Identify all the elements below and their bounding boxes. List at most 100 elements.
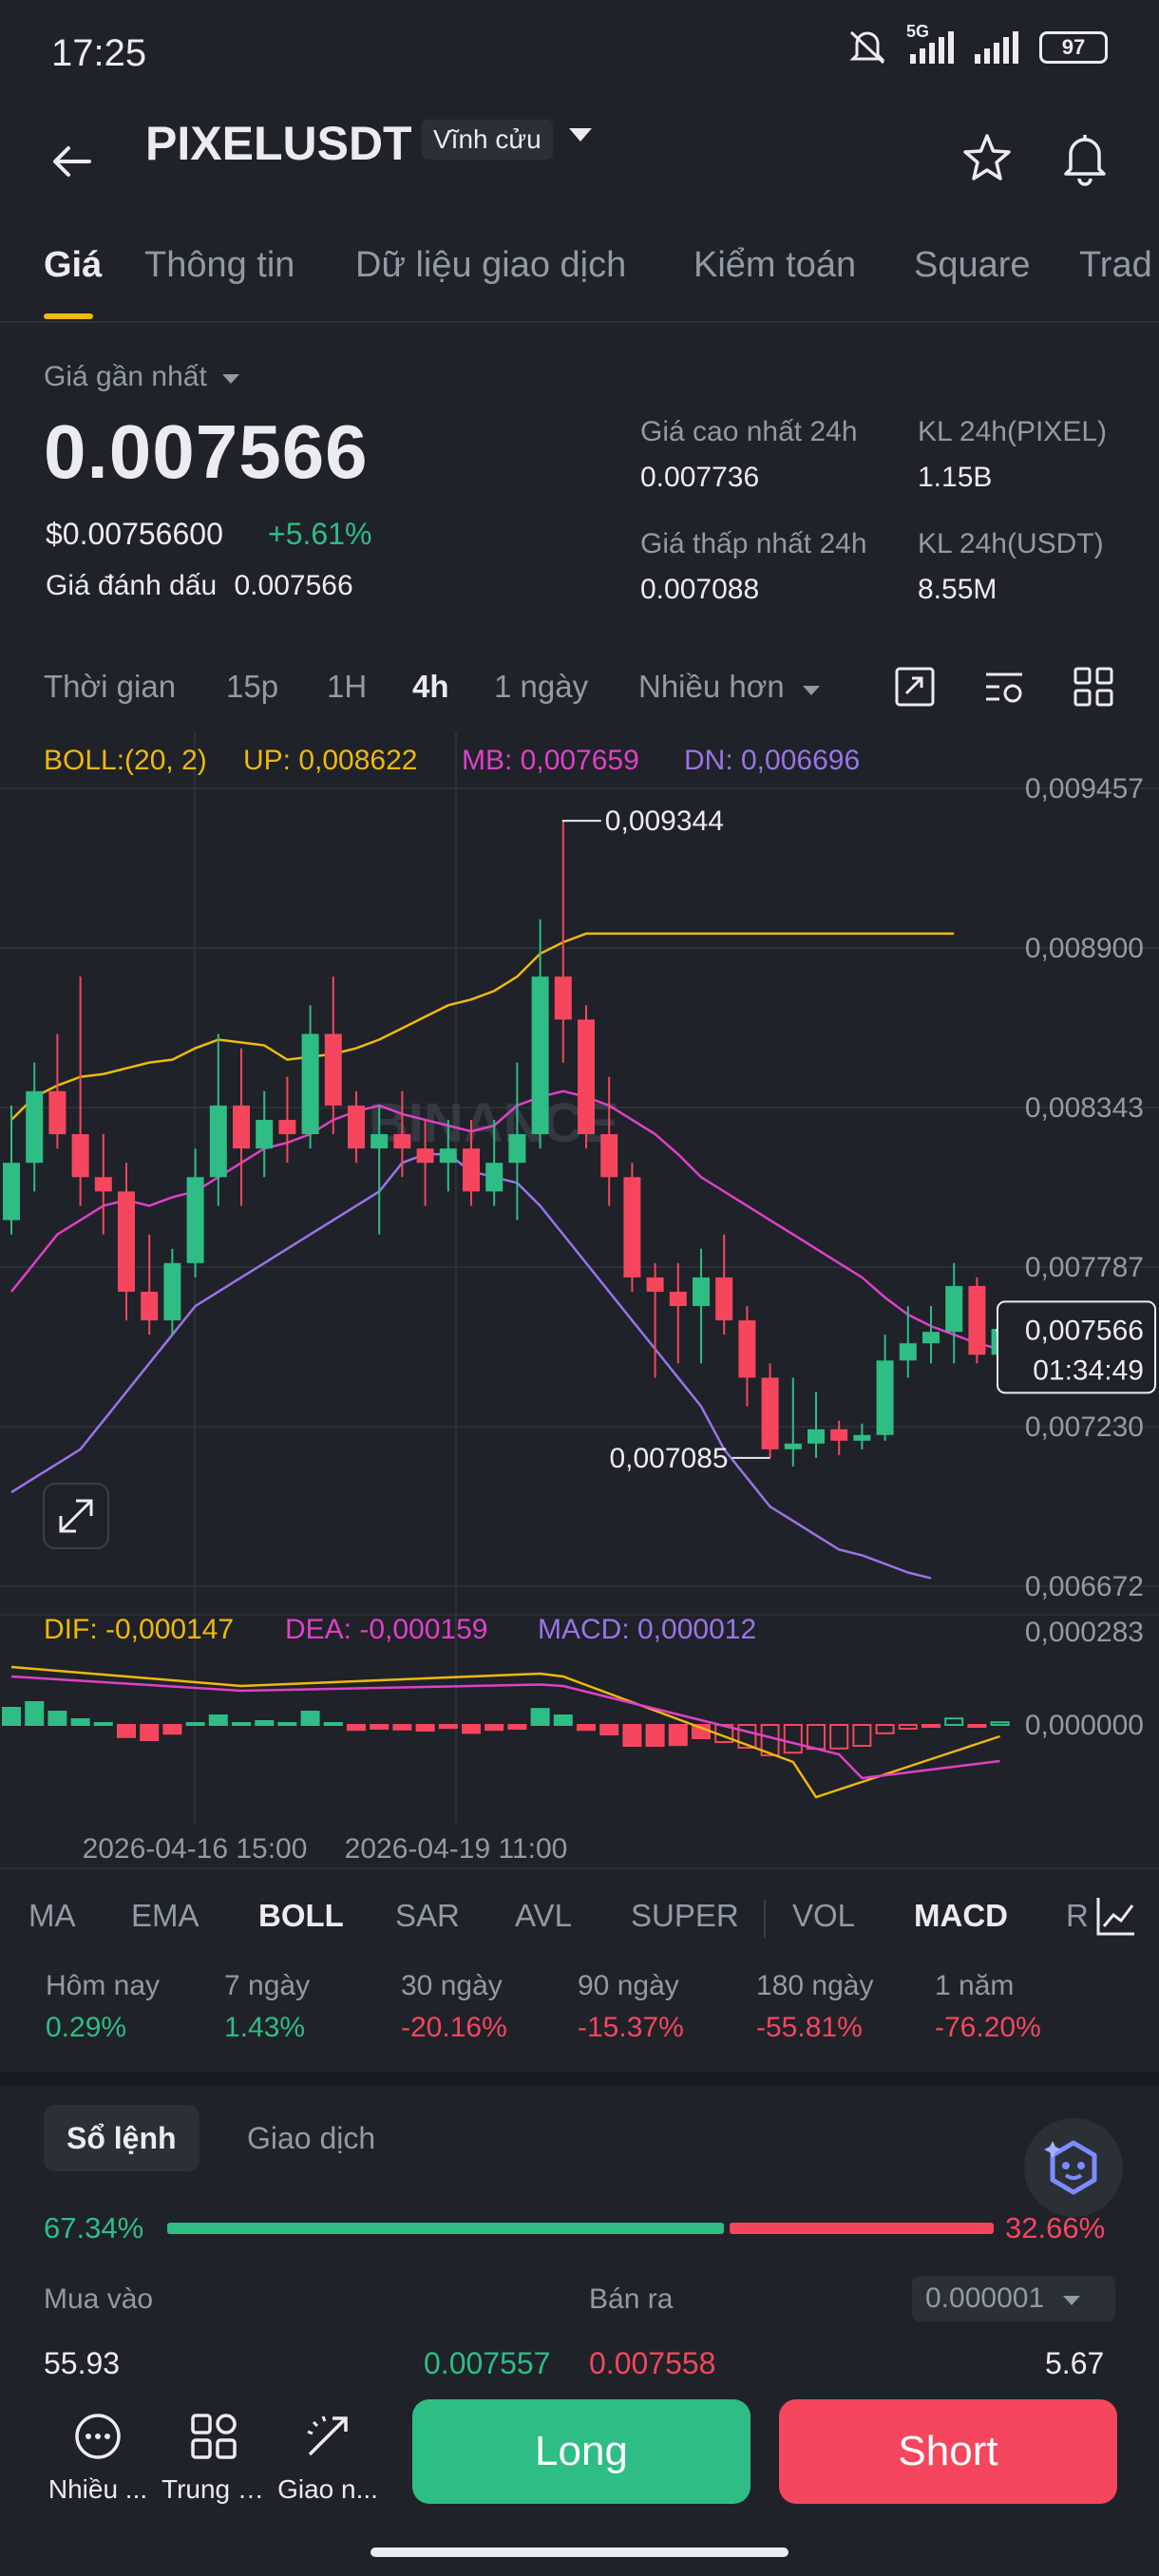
candle-body [348,1105,365,1149]
x-tick-label: 2026-04-19 11:00 [345,1833,568,1865]
caret-down-icon[interactable] [566,125,595,144]
perf-item: 180 ngày -55.81% [756,1970,873,2044]
sell-ratio-bar [730,2223,994,2234]
expand-icon [59,1499,93,1533]
last-price-box [997,1300,1156,1394]
candle-body [853,1434,871,1441]
center-button[interactable]: Trung t... [162,2411,266,2505]
buy-ratio-bar [167,2223,724,2234]
tab-orderbook[interactable]: Sổ lệnh [44,2105,200,2171]
status-icons: 5G 97 [846,22,1108,66]
perf-label: 180 ngày [756,1970,874,2001]
macd-histogram-bar [347,1724,366,1732]
perf-item: Hôm nay 0.29% [46,1970,160,2044]
macd-histogram-bar [415,1724,435,1732]
y-tick-label: 0,008343 [1025,1092,1144,1124]
perf-value: -76.20% [935,2012,1041,2043]
contract-type-badge[interactable]: Vĩnh cửu [422,120,553,160]
vol-base-value: 1.15B [918,462,993,493]
candle-body [3,1163,20,1221]
macd-histogram-bar [255,1720,275,1726]
apps-icon [191,2414,237,2459]
candle-body [48,1090,66,1135]
ind-super[interactable]: SUPER [631,1898,739,1933]
macd-histogram-bar [300,1711,320,1726]
signal-1-icon: 5G [906,22,954,64]
candle-body [646,1277,664,1292]
home-indicator[interactable] [370,2548,788,2557]
macd-histogram-bar [208,1714,228,1726]
layout-grid-icon[interactable] [1072,665,1115,709]
macd-legend-item: MACD: 0,000012 [538,1614,756,1645]
chart-svg[interactable]: 0,009457 0,008900 0,008343 0,007787 0,007230… [0,731,1159,1871]
vol-quote-value: 8.55M [918,574,998,605]
ask-price[interactable]: 0.007558 [589,2346,716,2380]
bell-icon[interactable] [1057,129,1112,186]
header: PIXELUSDT Vĩnh cửu [0,104,1159,218]
ind-avl[interactable]: AVL [515,1898,572,1933]
tab-trades[interactable]: Giao dịch [247,2121,376,2155]
ind-sar[interactable]: SAR [395,1898,460,1933]
tab-audit[interactable]: Kiểm toán [694,245,857,285]
usd-price: $0.00756600 [46,517,223,551]
more-label: Nhiều ... [48,2474,148,2504]
ind-ema[interactable]: EMA [131,1898,200,1933]
more-button[interactable]: Nhiều ... [46,2411,150,2505]
y-tick-label: 0,007787 [1025,1252,1144,1283]
macd-histogram-bar [645,1724,665,1747]
macd-histogram-bar [507,1724,527,1730]
perf-item: 1 năm -76.20% [935,1970,1041,2044]
tab-info[interactable]: Thông tin [144,245,295,285]
trade-button[interactable]: Giao n... [276,2411,380,2505]
candle-body [186,1177,204,1263]
candle-body [26,1090,44,1164]
battery-icon: 97 [1039,31,1108,64]
ind-boll[interactable]: BOLL [258,1898,344,1933]
high-marker-line [561,820,601,823]
tf-more[interactable]: Nhiều hơn [638,669,822,705]
tf-4h[interactable]: 4h [412,669,449,704]
ind-vol[interactable]: VOL [792,1898,856,1933]
indicator-settings-icon[interactable] [982,665,1026,709]
price-chart[interactable]: 0,009457 0,008900 0,008343 0,007787 0,007230… [0,731,1159,1865]
y-tick-label: 0,006672 [1025,1571,1144,1602]
last-price-label[interactable]: Giá gần nhất [44,361,241,393]
last-price: 0.007566 [44,409,369,494]
symbol-title[interactable]: PIXELUSDT [145,117,412,170]
back-arrow-icon[interactable] [44,133,101,190]
tf-1d[interactable]: 1 ngày [494,669,589,704]
vol-quote-label: KL 24h(USDT) [918,528,1104,559]
candle-body [554,976,572,1020]
candle-body [808,1429,825,1444]
more-dots-icon [75,2414,121,2459]
candle-body [922,1332,940,1344]
tab-trade[interactable]: Trad [1079,245,1152,285]
tf-1h[interactable]: 1H [327,669,368,704]
precision-select[interactable]: 0.000001 [912,2276,1115,2321]
bid-price[interactable]: 0.007557 [424,2346,551,2380]
ind-macd[interactable]: MACD [914,1898,1008,1933]
tf-time[interactable]: Thời gian [44,669,177,704]
mark-price: Giá đánh dấu 0.007566 [46,570,353,602]
star-icon[interactable] [960,131,1015,186]
macd-histogram-bar [783,1724,803,1754]
caret-down-icon [1063,2296,1081,2305]
tf-15m[interactable]: 15p [226,669,279,704]
tab-square[interactable]: Square [914,245,1031,285]
trade-arrows-icon [307,2415,348,2456]
macd-histogram-bar [852,1724,872,1747]
boll-legend-item: DN: 0,006696 [684,745,860,776]
tab-trading-data[interactable]: Dữ liệu giao dịch [355,245,627,285]
chart-settings-icon[interactable] [893,665,937,709]
ind-r[interactable]: R [1066,1898,1089,1933]
ind-ma[interactable]: MA [28,1898,76,1933]
long-button[interactable]: Long [412,2399,750,2504]
chart-line-icon[interactable] [1094,1894,1138,1938]
ai-bot-icon [1044,2140,1097,2195]
bid-qty: 55.93 [44,2346,121,2380]
tab-price[interactable]: Giá [44,245,103,285]
trade-label: Giao n... [277,2474,378,2504]
y-tick-label: 0,008900 [1025,933,1144,964]
short-button[interactable]: Short [779,2399,1117,2504]
ai-assistant-button[interactable] [1024,2118,1123,2217]
